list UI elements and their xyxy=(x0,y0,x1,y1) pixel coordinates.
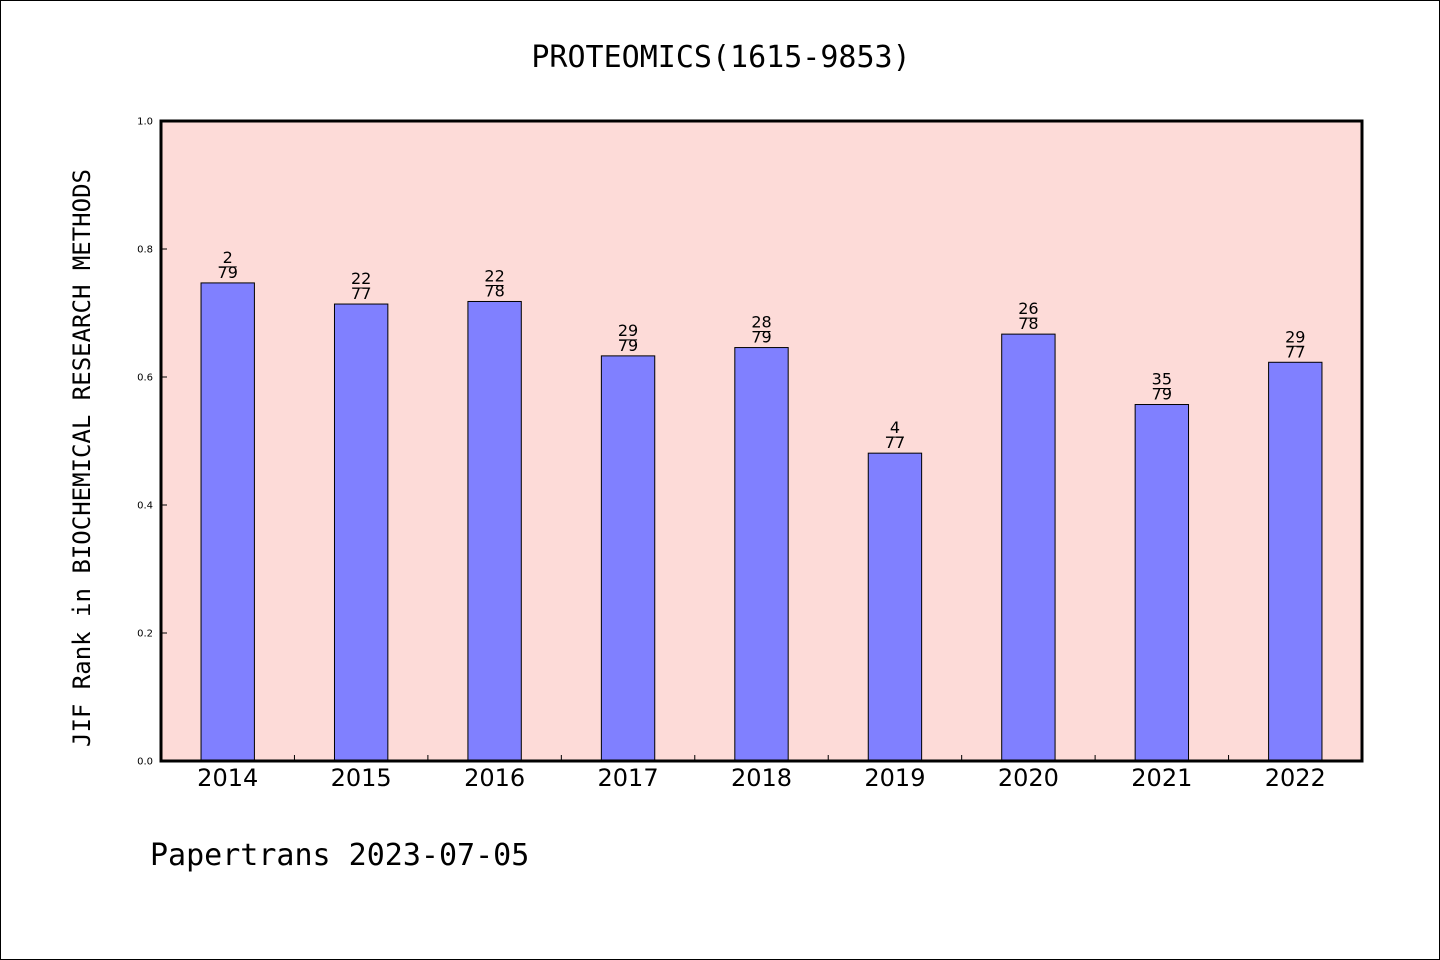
x-tick-label: 2015 xyxy=(331,764,392,792)
data-label-rank: 4 xyxy=(890,418,900,437)
x-tick-label: 2018 xyxy=(731,764,792,792)
data-label-total: 78 xyxy=(1018,314,1038,333)
bar-series xyxy=(200,282,1323,762)
bar-2014 xyxy=(200,282,255,762)
data-label-total: 78 xyxy=(484,281,504,300)
y-tick-label: 0.2 xyxy=(137,629,153,640)
data-label-rank: 22 xyxy=(351,269,371,288)
x-axis: 2014 2015 2016 2017 2018 2019 2020 2021 2022 xyxy=(197,755,1326,792)
bar-2016 xyxy=(467,300,522,762)
data-label-rank: 22 xyxy=(484,266,504,285)
footer-text: Papertrans 2023-07-05 xyxy=(150,838,529,873)
data-label-total: 79 xyxy=(751,328,771,347)
x-tick-label: 2014 xyxy=(197,764,258,792)
x-tick-label: 2020 xyxy=(998,764,1059,792)
data-label-rank: 35 xyxy=(1152,370,1172,389)
x-tick-label: 2022 xyxy=(1265,764,1326,792)
y-tick-label: 0.4 xyxy=(137,501,153,512)
x-tick-label: 2016 xyxy=(464,764,525,792)
bar-2017 xyxy=(600,355,656,762)
bar-2020 xyxy=(1001,333,1056,762)
bar-2018 xyxy=(734,347,789,762)
y-axis-label: JIF Rank in BIOCHEMICAL RESEARCH METHODS xyxy=(68,169,96,747)
bar-2015 xyxy=(333,303,389,762)
data-label-rank: 26 xyxy=(1018,299,1038,318)
data-label-total: 79 xyxy=(1152,385,1172,404)
chart-title: PROTEOMICS(1615-9853) xyxy=(531,40,910,75)
data-label-rank: 29 xyxy=(618,321,638,340)
data-label-total: 77 xyxy=(351,284,371,303)
data-label-total: 77 xyxy=(885,433,905,452)
x-tick-label: 2019 xyxy=(864,764,925,792)
data-label-rank: 29 xyxy=(1285,327,1305,346)
data-label-total: 79 xyxy=(618,336,638,355)
y-tick-label: 0.8 xyxy=(137,245,153,256)
plot-frame xyxy=(159,119,1364,763)
y-tick-label: 1.0 xyxy=(137,117,153,128)
y-tick-label: 0.6 xyxy=(137,373,153,384)
bar-2021 xyxy=(1134,404,1190,762)
x-tick-label: 2021 xyxy=(1131,764,1192,792)
x-tick-label: 2017 xyxy=(598,764,659,792)
data-label-total: 79 xyxy=(218,263,238,282)
y-tick-label: 0.0 xyxy=(137,757,153,768)
data-label-rank: 28 xyxy=(751,313,771,332)
data-label-rank: 2 xyxy=(223,248,233,267)
bar-2022 xyxy=(1268,361,1323,762)
data-label-total: 77 xyxy=(1285,342,1305,361)
bar-2019 xyxy=(867,452,923,762)
